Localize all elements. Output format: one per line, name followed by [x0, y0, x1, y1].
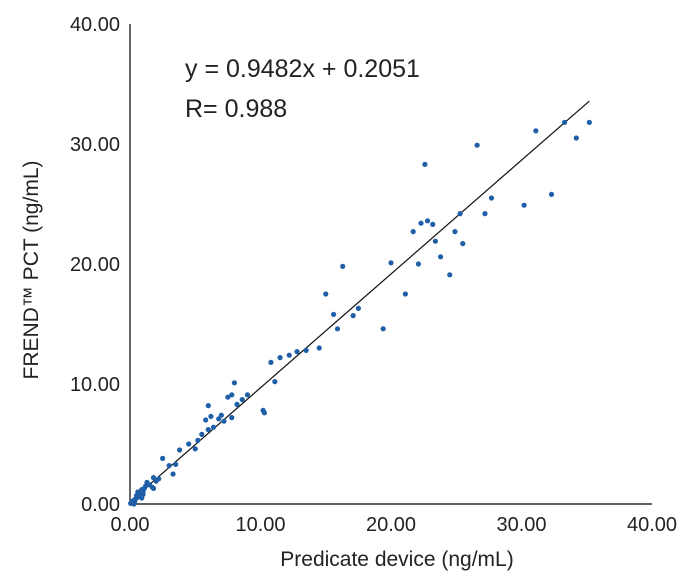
- y-tick-label: 40.00: [70, 14, 120, 36]
- data-point: [170, 471, 176, 477]
- data-point: [203, 417, 209, 423]
- data-point: [225, 394, 231, 400]
- data-point: [210, 424, 217, 430]
- data-point: [460, 241, 466, 247]
- data-point: [323, 291, 329, 297]
- data-point: [160, 455, 166, 461]
- data-point: [294, 349, 300, 355]
- data-point: [231, 380, 237, 386]
- data-point: [410, 229, 416, 235]
- data-point: [131, 501, 137, 507]
- axes: [129, 24, 652, 505]
- data-point: [156, 476, 162, 482]
- data-point: [474, 142, 480, 148]
- y-tick-label: 20.00: [70, 254, 120, 276]
- data-point: [521, 202, 527, 208]
- y-tick-label: 10.00: [70, 374, 120, 396]
- x-tick-label: 20.00: [366, 514, 416, 536]
- data-point: [229, 392, 235, 398]
- data-point: [432, 238, 438, 244]
- data-point: [380, 326, 386, 332]
- data-point: [422, 161, 428, 167]
- data-point: [533, 128, 539, 134]
- y-tick-label: 0.00: [81, 494, 120, 516]
- data-point: [303, 347, 309, 353]
- data-point: [286, 352, 292, 358]
- correlation-label: R= 0.988: [185, 95, 287, 123]
- x-tick-label: 40.00: [627, 514, 677, 536]
- data-point: [218, 412, 224, 418]
- data-point: [334, 326, 341, 332]
- data-point: [424, 218, 431, 224]
- data-points: [128, 119, 592, 507]
- x-axis-title: Predicate device (ng/mL): [280, 548, 513, 571]
- y-tick-label: 30.00: [70, 134, 120, 156]
- data-point: [561, 119, 568, 125]
- data-point: [488, 195, 495, 201]
- data-point: [261, 410, 268, 416]
- data-point: [140, 491, 146, 497]
- data-point: [216, 416, 222, 422]
- data-point: [415, 261, 422, 267]
- data-point: [244, 392, 251, 398]
- data-point: [195, 437, 201, 443]
- data-point: [268, 359, 274, 365]
- data-point: [150, 475, 157, 481]
- data-point: [205, 403, 211, 409]
- data-point: [388, 260, 394, 266]
- data-point: [457, 211, 463, 217]
- data-point: [573, 135, 579, 141]
- data-point: [208, 413, 214, 419]
- data-point: [234, 401, 240, 407]
- data-point: [150, 485, 157, 491]
- data-point: [447, 272, 453, 278]
- data-point: [452, 229, 458, 235]
- data-point: [418, 220, 424, 226]
- data-point: [402, 291, 408, 297]
- data-point: [272, 379, 278, 385]
- x-tick-label: 0.00: [111, 514, 150, 536]
- data-point: [316, 345, 322, 351]
- data-point: [221, 418, 227, 424]
- x-tick-labels: 0.00 10.00 20.00 30.00 40.00: [111, 514, 678, 536]
- data-point: [239, 397, 245, 403]
- data-point: [135, 489, 141, 495]
- data-point: [586, 119, 592, 125]
- data-point: [277, 355, 283, 361]
- data-point: [205, 427, 211, 433]
- data-point: [229, 415, 235, 421]
- data-point: [173, 461, 179, 467]
- data-point: [176, 447, 183, 453]
- data-point: [355, 305, 361, 311]
- data-point: [430, 221, 436, 227]
- data-point: [186, 441, 192, 447]
- regression-line: [129, 100, 590, 502]
- data-point: [482, 211, 488, 217]
- data-point: [166, 463, 172, 469]
- data-point: [437, 254, 444, 260]
- data-point: [199, 431, 205, 437]
- data-point: [192, 446, 198, 452]
- regression-equation: y = 0.9482x + 0.2051: [185, 55, 420, 83]
- data-point: [548, 191, 555, 197]
- data-point: [330, 311, 337, 317]
- y-axis-title: FREND™ PCT (ng/mL): [20, 161, 43, 380]
- x-tick-label: 30.00: [496, 514, 546, 536]
- data-point: [350, 313, 356, 319]
- y-tick-labels: 0.00 10.00 20.00 30.00 40.00: [70, 14, 120, 516]
- data-point: [340, 263, 346, 269]
- x-tick-label: 10.00: [235, 514, 285, 536]
